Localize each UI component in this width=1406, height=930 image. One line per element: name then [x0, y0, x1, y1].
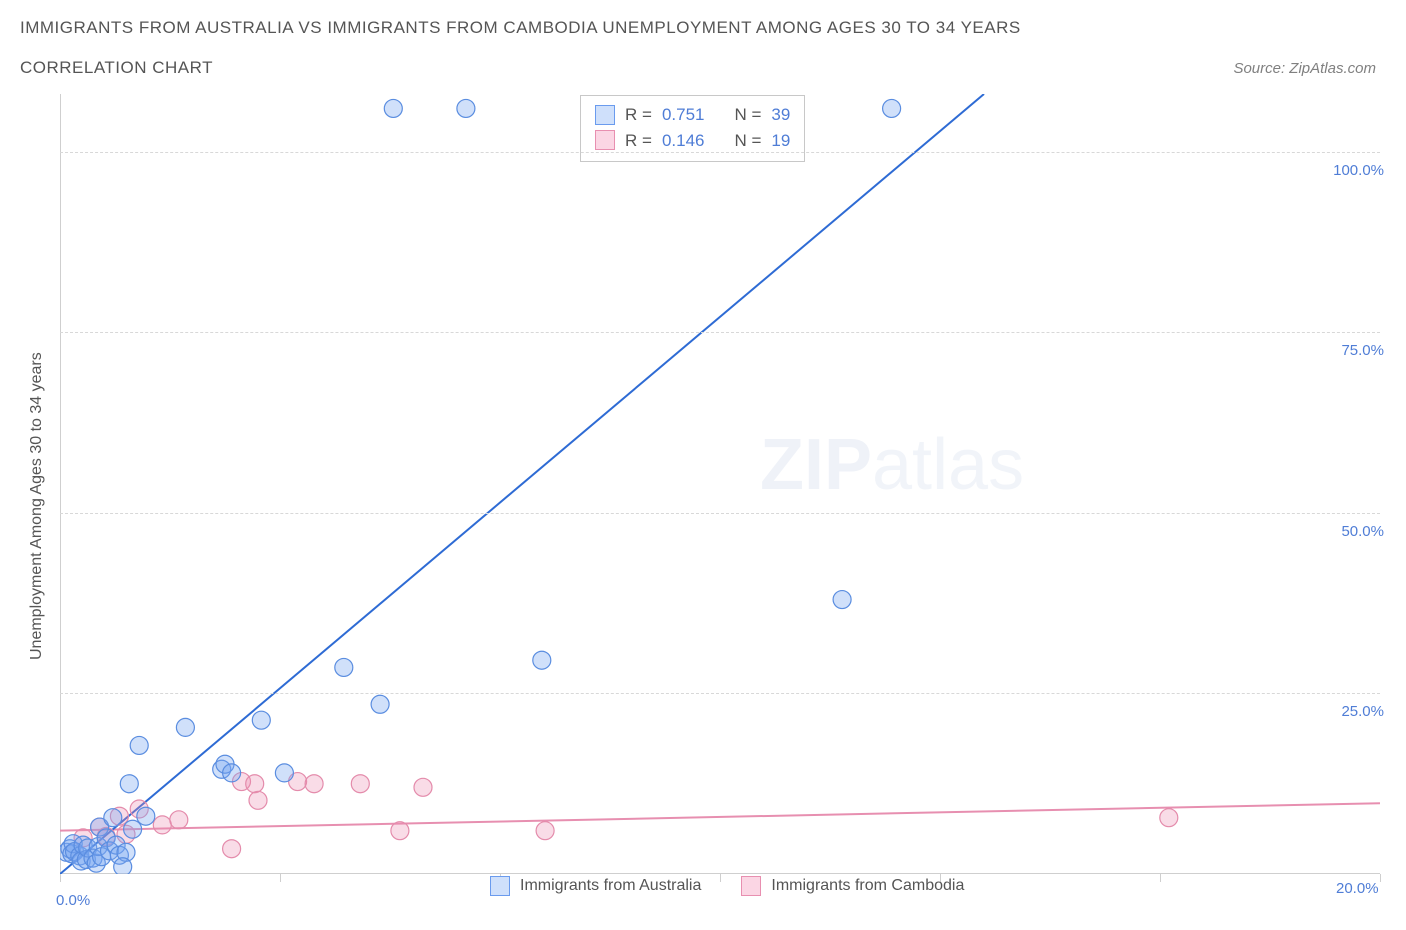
legend-item-b: Immigrants from Cambodia [741, 876, 964, 896]
stat-n-value-a: 39 [771, 102, 790, 128]
chart-container: IMMIGRANTS FROM AUSTRALIA VS IMMIGRANTS … [0, 0, 1406, 930]
series-b-swatch [595, 130, 615, 150]
legend-swatch-a [490, 876, 510, 896]
watermark-light: atlas [872, 425, 1024, 505]
legend-label-b: Immigrants from Cambodia [771, 877, 964, 895]
stat-n-label-b: N = [734, 128, 761, 154]
grid-line [60, 693, 1380, 694]
stat-n-value-b: 19 [771, 128, 790, 154]
legend-label-a: Immigrants from Australia [520, 877, 701, 895]
source-attribution: Source: ZipAtlas.com [1233, 60, 1376, 77]
stat-r-value-a: 0.751 [662, 102, 705, 128]
stats-row-a: R = 0.751 N = 39 [595, 102, 790, 128]
series-a-swatch [595, 105, 615, 125]
grid-line [60, 152, 1380, 153]
watermark-bold: ZIP [760, 425, 872, 505]
grid-line [60, 332, 1380, 333]
chart-title-line1: IMMIGRANTS FROM AUSTRALIA VS IMMIGRANTS … [20, 18, 1021, 38]
grid-line [60, 513, 1380, 514]
y-tick-label: 50.0% [1341, 523, 1384, 540]
legend-swatch-b [741, 876, 761, 896]
x-tick-label-min: 0.0% [56, 892, 90, 909]
y-axis-line [60, 94, 61, 874]
stats-row-b: R = 0.146 N = 19 [595, 128, 790, 154]
chart-svg-overlay [60, 94, 1380, 874]
x-tick [60, 874, 61, 882]
y-tick-label: 75.0% [1341, 342, 1384, 359]
stat-r-label-a: R = [625, 102, 652, 128]
watermark: ZIPatlas [760, 424, 1024, 506]
x-tick-label-max: 20.0% [1336, 880, 1379, 897]
legend-item-a: Immigrants from Australia [490, 876, 701, 896]
y-axis-label: Unemployment Among Ages 30 to 34 years [28, 352, 46, 660]
legend-bottom: Immigrants from Australia Immigrants fro… [490, 876, 964, 896]
x-tick [1160, 874, 1161, 882]
y-tick-label: 100.0% [1333, 162, 1384, 179]
x-tick [1380, 874, 1381, 882]
y-tick-label: 25.0% [1341, 703, 1384, 720]
x-tick [280, 874, 281, 882]
stat-r-value-b: 0.146 [662, 128, 705, 154]
plot-area: ZIPatlas R = 0.751 N = 39 R = 0.146 N = … [60, 94, 1380, 874]
stat-n-label-a: N = [734, 102, 761, 128]
chart-title-line2: CORRELATION CHART [20, 58, 213, 78]
stat-r-label-b: R = [625, 128, 652, 154]
